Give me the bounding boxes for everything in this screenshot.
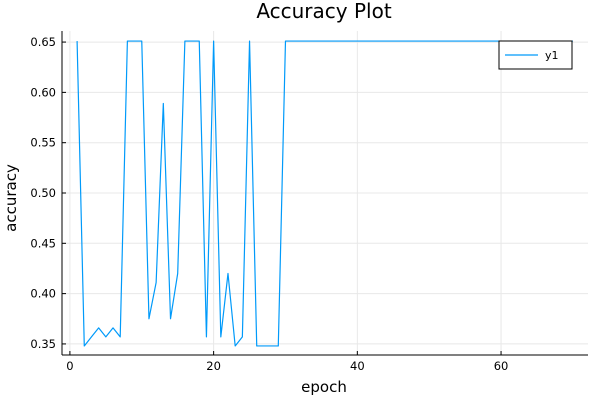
x-axis-label: epoch <box>301 378 347 396</box>
chart-title: Accuracy Plot <box>256 0 392 23</box>
y-tick-label: 0.65 <box>30 35 56 49</box>
y-tick-label: 0.55 <box>30 136 56 150</box>
y-tick-label: 0.45 <box>30 236 56 250</box>
x-tick-label: 60 <box>494 359 509 373</box>
y-tick-label: 0.50 <box>30 186 56 200</box>
series-group <box>76 40 573 347</box>
tick-labels: 0 20 40 60 0.35 0.40 0.45 0.50 0.55 0.60 0.65 <box>30 35 508 373</box>
legend-label-y1: y1 <box>545 49 559 62</box>
y-tick-label: 0.60 <box>30 85 56 99</box>
x-tick-label: 20 <box>206 359 221 373</box>
y-axis-label: accuracy <box>2 164 20 232</box>
y-tick-label: 0.35 <box>30 337 56 351</box>
legend: y1 <box>498 40 573 70</box>
axes <box>61 31 588 356</box>
series-line-y1 <box>76 40 573 347</box>
y-tick-label: 0.40 <box>30 287 56 301</box>
x-tick-label: 40 <box>350 359 365 373</box>
x-tick-label: 0 <box>66 359 73 373</box>
grid-lines <box>62 31 588 355</box>
